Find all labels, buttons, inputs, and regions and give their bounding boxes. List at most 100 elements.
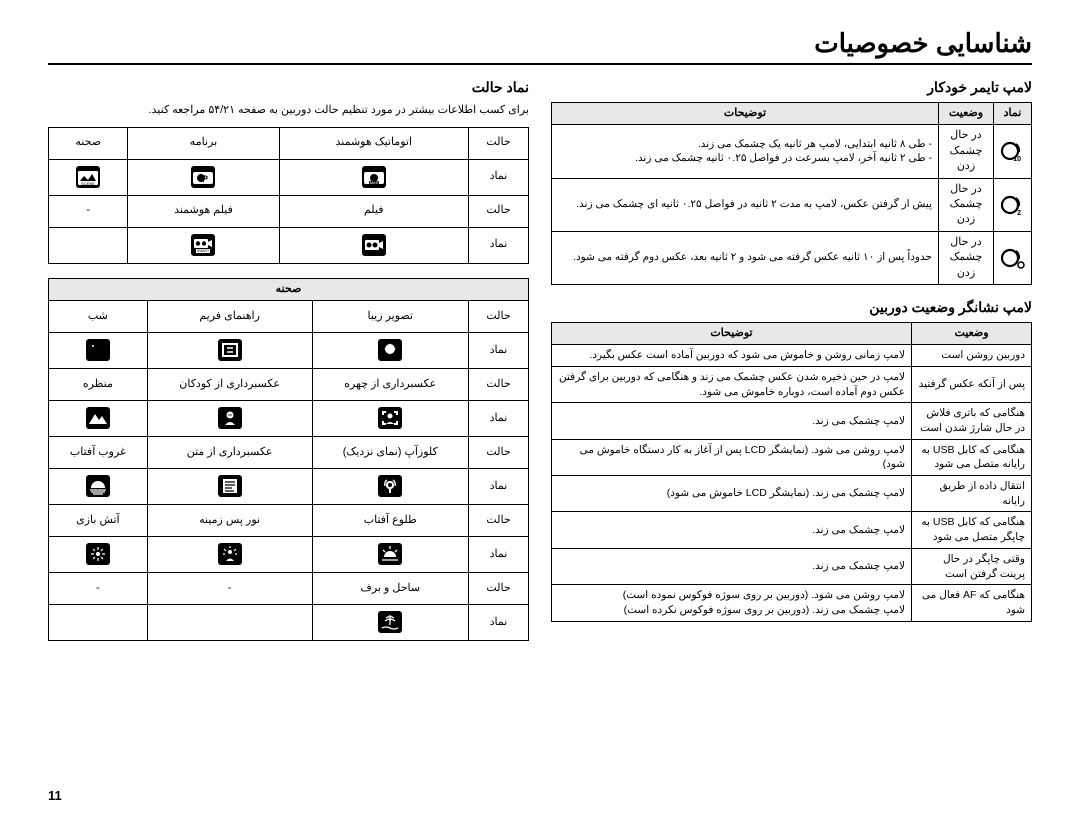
page-title: شناسایی خصوصیات	[48, 28, 1032, 65]
firework-icon	[86, 543, 110, 565]
mode-intro: برای کسب اطلاعات بیشتر در مورد تنظیم حال…	[48, 102, 529, 119]
table-row: هنگامی که AF فعال می شودلامپ روشن می شود…	[552, 585, 1032, 621]
cell-label: حالت	[469, 504, 529, 536]
cell: غروب آفتاب	[49, 436, 148, 468]
th-icon: نماد	[994, 103, 1032, 125]
timer-double-icon	[1000, 246, 1026, 270]
landscape-icon	[86, 407, 110, 429]
closeup-icon	[378, 475, 402, 497]
cell: فیلم هوشمند	[128, 195, 279, 227]
table-row: حالت تصویر زیبا راهنمای فریم شب	[49, 300, 529, 332]
table-row: حالت اتوماتیک هوشمند برنامه صحنه	[49, 127, 529, 159]
cell-label: نماد	[469, 536, 529, 572]
cell: عکسبرداری از چهره	[312, 368, 468, 400]
table-row: هنگامی که کابل USB به چاپگر متصل می شودل…	[552, 512, 1032, 548]
scene-header: صحنه	[49, 278, 529, 300]
table-row: وقتی چاپگر در حال پرینت گرفتن استلامپ چش…	[552, 548, 1032, 584]
scene-icon: SCENE	[76, 166, 100, 188]
cell: نور پس زمینه	[147, 504, 312, 536]
cell: عکسبرداری از کودکان	[147, 368, 312, 400]
table-row: نماد	[49, 468, 529, 504]
svg-text:SCENE: SCENE	[81, 181, 95, 186]
cell-desc: لامپ چشمک می زند.	[552, 512, 912, 548]
table-row: دوربین روشن استلامپ زمانی روشن و خاموش م…	[552, 345, 1032, 367]
cell-state: هنگامی که کابل USB به چاپگر متصل می شود	[912, 512, 1032, 548]
cell: -	[49, 572, 148, 604]
cell-label: حالت	[469, 436, 529, 468]
camstatus-table: وضعیت توضیحات دوربین روشن استلامپ زمانی …	[551, 322, 1032, 622]
cell: آتش بازی	[49, 504, 148, 536]
cell-label: نماد	[469, 604, 529, 640]
cell: صحنه	[49, 127, 128, 159]
movie-icon	[362, 234, 386, 256]
table-row: 2 در حال چشمک زدن پیش از گرفتن عکس، لامپ…	[552, 178, 1032, 231]
table-row: نماد	[49, 536, 529, 572]
cell-desc: لامپ زمانی روشن و خاموش می شود که دوربین…	[552, 345, 912, 367]
smart-auto-icon: SMART	[362, 166, 386, 188]
table-row: نماد	[49, 400, 529, 436]
cell-label: نماد	[469, 400, 529, 436]
cell-state: در حال چشمک زدن	[939, 178, 994, 231]
cell: کلوزآپ (نمای نزدیک)	[312, 436, 468, 468]
table-row: نماد SMART P SCENE	[49, 159, 529, 195]
table-row: حالت کلوزآپ (نمای نزدیک) عکسبرداری از مت…	[49, 436, 529, 468]
cell-state: دوربین روشن است	[912, 345, 1032, 367]
beauty-icon	[378, 339, 402, 361]
program-icon: P	[191, 166, 215, 188]
frame-guide-icon	[218, 339, 242, 361]
mode-table-1: حالت اتوماتیک هوشمند برنامه صحنه نماد SM…	[48, 127, 529, 264]
cell: منظره	[49, 368, 148, 400]
mode-title: نماد حالت	[48, 79, 529, 96]
cell: فیلم	[279, 195, 468, 227]
svg-text:P: P	[202, 174, 208, 184]
svg-text:10: 10	[1013, 156, 1021, 163]
table-row: نماد	[49, 332, 529, 368]
timer-title: لامپ تایمر خودکار	[551, 79, 1032, 96]
cell: اتوماتیک هوشمند	[279, 127, 468, 159]
sunset-icon	[86, 475, 110, 497]
cell: برنامه	[128, 127, 279, 159]
cell-label: حالت	[469, 300, 529, 332]
table-row: حالت طلوع آفتاب نور پس زمینه آتش بازی	[49, 504, 529, 536]
cell-state: هنگامی که AF فعال می شود	[912, 585, 1032, 621]
dawn-icon	[378, 543, 402, 565]
cell-label: حالت	[469, 195, 529, 227]
table-row: در حال چشمک زدن حدوداً پس از ۱۰ ثانیه عک…	[552, 231, 1032, 284]
cell-label: نماد	[469, 332, 529, 368]
cell-state: هنگامی که باتری فلاش در حال شارژ شدن است	[912, 403, 1032, 439]
cell: -	[147, 572, 312, 604]
table-row: حالت عکسبرداری از چهره عکسبرداری از کودک…	[49, 368, 529, 400]
cell: راهنمای فریم	[147, 300, 312, 332]
cell-state: وقتی چاپگر در حال پرینت گرفتن است	[912, 548, 1032, 584]
cell-desc: لامپ چشمک می زند.	[552, 403, 912, 439]
cell-desc: لامپ چشمک می زند.	[552, 548, 912, 584]
th-state: وضعیت	[939, 103, 994, 125]
cell-label: نماد	[469, 159, 529, 195]
cell-label: حالت	[469, 127, 529, 159]
cell: عکسبرداری از متن	[147, 436, 312, 468]
table-row: حالت ساحل و برف - -	[49, 572, 529, 604]
cell-state: انتقال داده از طریق رایانه	[912, 476, 1032, 512]
timer10-icon: 10	[1000, 139, 1026, 163]
beach-snow-icon	[378, 611, 402, 633]
table-row: هنگامی که باتری فلاش در حال شارژ شدن است…	[552, 403, 1032, 439]
right-column: لامپ تایمر خودکار نماد وضعیت توضیحات 10 …	[551, 79, 1032, 655]
th-desc: توضیحات	[552, 103, 939, 125]
cell-desc: لامپ روشن می شود. (نمایشگر LCD پس از آغا…	[552, 439, 912, 475]
children-icon	[218, 407, 242, 429]
th-state: وضعیت	[912, 322, 1032, 344]
svg-text:SMART: SMART	[197, 249, 210, 253]
cell-label: نماد	[469, 468, 529, 504]
cell-desc: لامپ در حین ذخیره شدن عکس چشمک می زند و …	[552, 366, 912, 402]
table-row: حالت فیلم فیلم هوشمند -	[49, 195, 529, 227]
timer-table: نماد وضعیت توضیحات 10 در حال چشمک زدن - …	[551, 102, 1032, 285]
mode-table-2: صحنه حالت تصویر زیبا راهنمای فریم شب نما…	[48, 278, 529, 641]
cell-desc: پیش از گرفتن عکس، لامپ به مدت ۲ ثانیه در…	[552, 178, 939, 231]
table-row: نماد SMART	[49, 227, 529, 263]
backlight-icon	[218, 543, 242, 565]
svg-text:2: 2	[1017, 210, 1021, 217]
table-row: 10 در حال چشمک زدن - طی ۸ ثانیه ابتدایی،…	[552, 125, 1032, 178]
cell: شب	[49, 300, 148, 332]
cell-desc: لامپ روشن می شود. (دوربین بر روی سوژه فو…	[552, 585, 912, 621]
cell-state: در حال چشمک زدن	[939, 125, 994, 178]
